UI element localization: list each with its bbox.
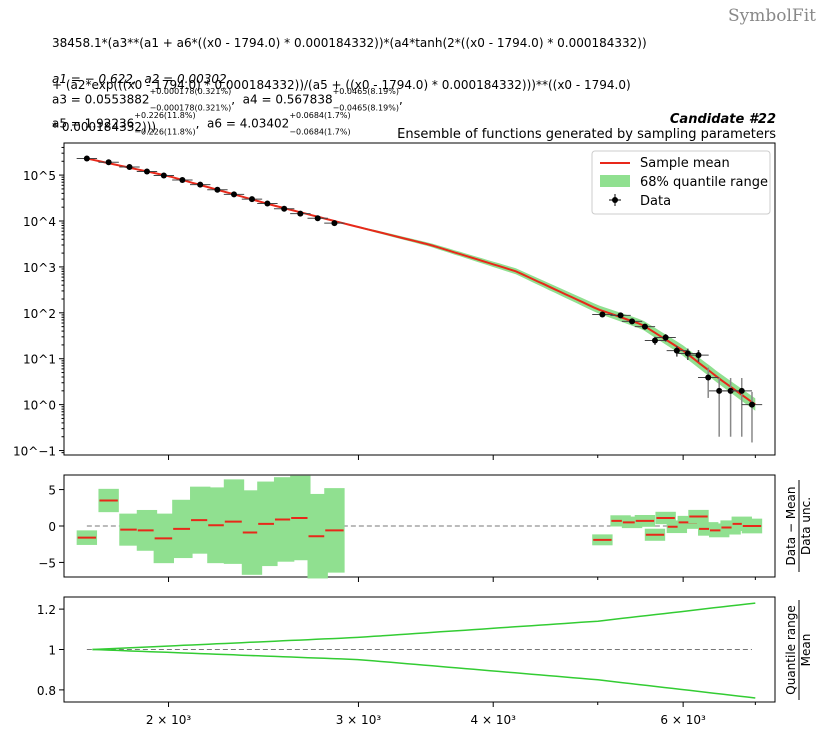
formula-line-2: + (a2*exp(((x0 - 1794.0) * 0.000184332))…: [52, 78, 631, 92]
main-ytick-label: 10^5: [23, 169, 56, 183]
legend-mean-label: Sample mean: [640, 156, 730, 171]
main-ytick-label: 10^2: [23, 307, 56, 321]
param-a6-down: −0.0684(1.7%): [289, 127, 351, 137]
main-ytick-label: 10^1: [23, 353, 56, 367]
pull-ytick-label: 0: [48, 520, 56, 534]
parameter-list: a1 = − 0.622, a2 = 0.00302, a3 = 0.05538…: [52, 72, 403, 137]
legend-data-label: Data: [640, 194, 671, 209]
param-a4-name: a4 =: [242, 92, 276, 107]
main-ytick-label: 10^0: [23, 399, 56, 413]
formula: 38458.1*(a3**(a1 + a6*((x0 - 1794.0) * 0…: [52, 8, 647, 148]
data-point: [281, 205, 288, 212]
pull-ylabel-top: Data − Mean: [784, 486, 798, 565]
param-a5-value: 1.92236: [84, 117, 135, 132]
data-point: [684, 350, 691, 357]
legend-data-marker: [612, 197, 618, 203]
main-ytick-label: 10^4: [23, 215, 56, 229]
pull-ylabel-bottom: Data unc.: [799, 497, 813, 555]
data-point: [297, 210, 304, 217]
param-a6-name: a6 =: [207, 117, 240, 132]
data-point: [705, 374, 712, 381]
param-a3-down: −0.000178(0.321%): [149, 103, 232, 113]
main-ytick-label: 10^−1: [13, 445, 56, 459]
data-point: [105, 159, 112, 166]
data-point: [599, 311, 606, 318]
param-a4-down: −0.0465(8.19%): [332, 103, 399, 113]
candidate-title: Candidate #22: [669, 112, 776, 127]
pull-ylabel: Data − Mean Data unc.: [784, 480, 813, 572]
ratio-upper-line: [92, 602, 756, 651]
ratio-ytick-label: 1.2: [37, 603, 56, 617]
param-a3-up: +0.000178(0.321%): [149, 87, 232, 96]
data-point: [673, 347, 680, 354]
data-point: [695, 352, 702, 359]
formula-line-3: * 0.000184332))): [52, 120, 157, 134]
data-point: [248, 196, 255, 203]
param-a4-up: +0.0465(8.19%): [332, 87, 399, 96]
param-a1: a1 = − 0.622,: [52, 72, 137, 86]
pull-ytick-label: −5: [38, 556, 56, 570]
param-a6-value: 4.03402: [239, 117, 290, 132]
data-point: [662, 334, 669, 341]
data-point: [230, 191, 237, 198]
ratio-xtick-label: 4 × 10³: [471, 713, 517, 727]
data-point: [126, 164, 133, 171]
data-point: [331, 220, 338, 227]
param-a4-value: 0.567838: [275, 92, 333, 107]
legend-band-swatch: [600, 175, 630, 187]
data-point: [214, 186, 221, 193]
data-point: [314, 215, 321, 222]
param-a3-value: 0.0553882: [84, 92, 150, 107]
data-point: [716, 387, 723, 394]
data-point: [748, 401, 755, 408]
data-point: [617, 312, 624, 319]
ratio-ytick-label: 1: [48, 644, 56, 658]
ratio-xtick-label: 3 × 10³: [336, 713, 382, 727]
ratio-lower-line: [92, 648, 756, 699]
data-point: [651, 337, 658, 344]
param-a5-down: −0.226(11.8%): [134, 127, 196, 137]
data-point: [179, 177, 186, 184]
pull-ytick-label: 5: [48, 484, 56, 498]
pull-plot: 5 0 −5: [38, 475, 763, 582]
ratio-plot: 1.2 1 0.8 2 × 10³ 3 × 10³ 4 × 10³ 6 × 10³: [37, 602, 756, 727]
data-point: [83, 155, 90, 162]
formula-line-1: 38458.1*(a3**(a1 + a6*((x0 - 1794.0) * 0…: [52, 36, 647, 50]
data-point: [641, 323, 648, 330]
param-a6-up: +0.0684(1.7%): [289, 111, 351, 121]
ratio-ylabel-top: Quantile range: [784, 605, 798, 694]
chart-subtitle: Ensemble of functions generated by sampl…: [397, 127, 776, 142]
data-point: [629, 318, 636, 325]
ratio-xtick-label: 2 × 10³: [146, 713, 192, 727]
param-a2: a2 = 0.00302,: [144, 72, 231, 86]
data-point: [197, 181, 204, 188]
main-ytick-label: 10^3: [23, 261, 56, 275]
legend: Sample mean 68% quantile range Data: [591, 150, 771, 215]
data-point: [160, 172, 167, 179]
data-point: [738, 387, 745, 394]
symbolfit-watermark: SymbolFit: [728, 6, 816, 26]
main-plot: 10^−1 10^0 10^1 10^2 10^3 10^4 10^5: [13, 146, 763, 460]
data-point: [727, 387, 734, 394]
param-a5-up: +0.226(11.8%): [134, 111, 196, 121]
data-point: [143, 168, 150, 175]
legend-box: [591, 150, 771, 215]
param-a3-name: a3 =: [52, 92, 85, 107]
data-point: [264, 200, 271, 207]
ratio-ylabel-bottom: Mean: [799, 634, 813, 667]
ratio-xtick-label: 6 × 10³: [660, 713, 706, 727]
ratio-ylabel: Quantile range Mean: [784, 600, 813, 700]
param-a5-name: a5 =: [52, 117, 85, 132]
legend-band-label: 68% quantile range: [640, 175, 768, 190]
ratio-ytick-label: 0.8: [37, 684, 56, 698]
